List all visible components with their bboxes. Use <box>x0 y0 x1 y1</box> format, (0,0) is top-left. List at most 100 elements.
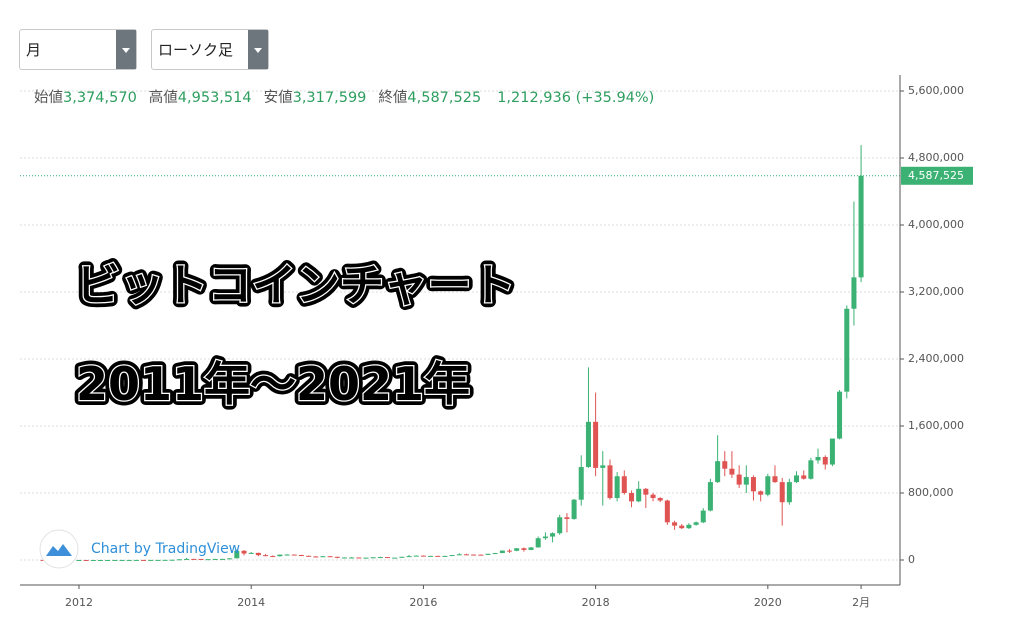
interval-select[interactable]: 月 <box>19 29 137 70</box>
candle-body <box>119 559 125 561</box>
candle-body <box>198 558 204 560</box>
chart-subtitle: 2011年～2021年 <box>76 357 470 411</box>
subtitle-outline: 2011年～2021年 <box>76 357 470 411</box>
candle-body <box>715 461 721 483</box>
candle-body <box>765 476 771 495</box>
candle-body <box>485 553 491 555</box>
candle-body <box>679 525 685 529</box>
ohlc-info: 始値3,374,570 高値4,953,514 安値3,317,599 終値4,587… <box>34 86 654 107</box>
y-tick-label: 2,400,000 <box>908 352 964 365</box>
candle-body <box>363 557 369 559</box>
candle-body <box>786 482 792 503</box>
candle-body <box>148 559 154 561</box>
candle-body <box>808 460 814 479</box>
candle-body <box>356 557 362 559</box>
candle-body <box>176 559 182 561</box>
watermark-logo <box>46 544 72 556</box>
y-tick-label: 1,600,000 <box>908 419 964 432</box>
y-tick-label: 0 <box>908 553 915 566</box>
x-tick-label: 2月 <box>852 596 870 609</box>
x-tick-label: 2016 <box>409 596 437 609</box>
info-value: 4,953,514 <box>177 90 252 106</box>
chart-title: ビットコインチャート <box>76 260 516 311</box>
candle-body <box>571 499 577 519</box>
dropdown-arrow[interactable] <box>116 30 136 69</box>
style-select[interactable]: ローソク足 <box>151 29 269 70</box>
last-price-label: 4,587,525 <box>908 169 964 182</box>
candle-body <box>506 550 513 552</box>
candle-body <box>837 391 843 439</box>
candle-body <box>578 467 584 500</box>
candle-body <box>564 517 570 519</box>
candle-body <box>220 558 226 560</box>
info-label: 終値 <box>378 90 408 106</box>
candle-body <box>822 456 828 465</box>
candle-body <box>90 559 96 561</box>
candle-body <box>392 557 398 559</box>
candle-body <box>306 555 312 557</box>
candle-body <box>700 510 706 523</box>
candle-body <box>664 500 670 523</box>
candle-body <box>657 498 663 501</box>
last-price-box <box>901 166 973 185</box>
candle-body <box>270 556 276 558</box>
candle-body <box>542 536 548 539</box>
candle-body <box>672 522 678 526</box>
candle-body <box>399 556 405 558</box>
x-tick-label: 2012 <box>65 596 93 609</box>
candle-body <box>205 559 211 561</box>
candle-body <box>650 494 656 499</box>
dropdown-arrow[interactable] <box>248 30 268 69</box>
candle-body <box>750 477 756 492</box>
candle-body <box>729 468 735 475</box>
candle-body <box>263 555 269 557</box>
candle-body <box>686 524 692 529</box>
candle-body <box>829 438 835 465</box>
x-tick-label: 2018 <box>582 596 610 609</box>
candle-body <box>471 554 477 556</box>
y-tick-label: 3,200,000 <box>908 285 964 298</box>
info-change: 1,212,936 (+35.94%) <box>497 90 655 106</box>
candle-body <box>758 491 764 495</box>
info-label: 安値 <box>263 90 293 106</box>
candle-body <box>334 556 340 558</box>
candle-body <box>442 555 448 557</box>
candle-body <box>291 554 297 556</box>
candle-body <box>83 559 89 561</box>
candle-body <box>191 558 197 560</box>
candle-body <box>593 421 599 468</box>
x-tick-label: 2020 <box>754 596 782 609</box>
candle-body <box>40 559 46 561</box>
title-outline: ビットコインチャート <box>76 260 516 311</box>
candle-body <box>341 557 347 559</box>
candle-body <box>636 488 642 502</box>
candle-body <box>535 538 541 548</box>
candle-body <box>284 554 290 556</box>
candle-body <box>212 558 218 560</box>
candle-body <box>126 559 132 561</box>
info-label: 始値 <box>34 90 63 106</box>
candle-body <box>313 556 319 558</box>
candle-body <box>736 474 742 485</box>
candle-body <box>844 308 850 392</box>
info-label: 高値 <box>148 90 178 106</box>
candle-body <box>97 559 104 561</box>
candle-body <box>815 456 821 461</box>
watermark-text: Chart by TradingView <box>91 541 240 557</box>
candle-body <box>743 477 749 485</box>
candle-body <box>643 488 649 495</box>
candle-body <box>793 475 800 483</box>
watermark[interactable]: Chart by TradingView <box>39 529 240 569</box>
candle-body <box>298 554 304 556</box>
style-value: ローソク足 <box>158 41 234 59</box>
candle-body <box>327 556 333 558</box>
candle-body <box>707 482 713 511</box>
candle-body <box>105 559 111 561</box>
candle-body <box>320 556 326 558</box>
candle-body <box>693 522 699 525</box>
candle-body <box>76 559 82 561</box>
candle-body <box>456 554 462 556</box>
candle-body <box>550 533 556 537</box>
candle-body <box>377 557 383 559</box>
